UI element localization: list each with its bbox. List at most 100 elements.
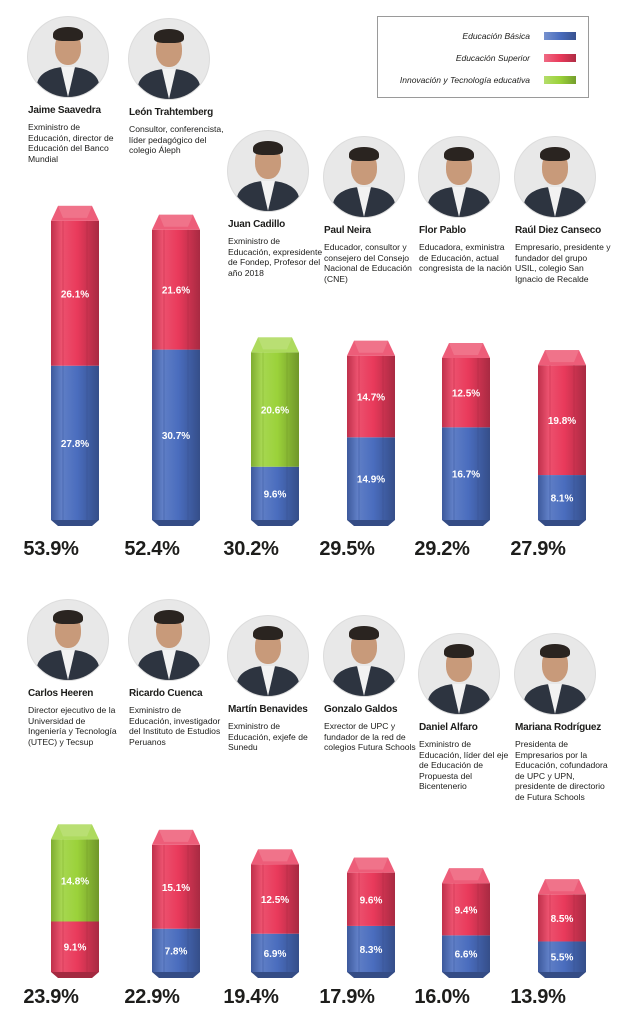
bar-segment-educacion-superior xyxy=(442,357,490,428)
person-name: Paul Neira xyxy=(324,225,371,236)
data-label: 15.1% xyxy=(162,883,190,894)
data-label: 21.6% xyxy=(162,286,190,297)
person-name: Martín Benavides xyxy=(228,704,308,715)
person-description: Exministro de Educación, exjefe de Suned… xyxy=(228,721,308,753)
person-name: Juan Cadillo xyxy=(228,219,286,230)
bar-segment-educacion-superior xyxy=(51,921,99,972)
person-description: Exministro de Educación, líder del eje d… xyxy=(419,739,509,792)
bar-mariana-rodriguez: 5.5% 8.5% xyxy=(538,879,586,978)
bar-segment-educacion-basica xyxy=(538,941,586,972)
person-jaime-saavedra: Jaime Saavedra Exministro de Educación, d… xyxy=(28,17,126,164)
person-name: Flor Pablo xyxy=(419,225,466,236)
avatar xyxy=(228,131,308,211)
legend-item-educacion-basica: Educación Básica xyxy=(378,29,588,43)
avatar xyxy=(28,17,108,97)
bar-gonzalo-galdos: 8.3% 9.6% xyxy=(347,857,395,978)
bar-raul-diez-canseco: 8.1% 19.8% xyxy=(538,350,586,526)
bar-base xyxy=(347,972,395,978)
data-label: 8.5% xyxy=(551,914,574,925)
person-name: Carlos Heeren xyxy=(28,688,94,699)
person-name: Mariana Rodríguez xyxy=(515,722,602,733)
bar-base xyxy=(538,520,586,526)
data-label: 9.6% xyxy=(264,489,287,500)
bar-base xyxy=(442,972,490,978)
data-label: 27.8% xyxy=(61,439,89,450)
bar-leon-trahtemberg: 30.7% 21.6% xyxy=(152,214,200,526)
avatar xyxy=(515,634,595,714)
total-label-gonzalo-galdos: 17.9% xyxy=(319,986,375,1008)
person-description: Exministro de Educación, director de Edu… xyxy=(28,122,114,164)
avatar xyxy=(419,634,499,714)
total-label-flor-pablo: 29.2% xyxy=(414,538,470,560)
data-label: 14.7% xyxy=(357,393,385,404)
legend-label: Educación Superior xyxy=(455,53,530,63)
bar-base xyxy=(251,972,299,978)
bar-base xyxy=(51,972,99,978)
bar-segment-educacion-superior xyxy=(347,872,395,926)
bar-martin-benavides: 6.9% 12.5% xyxy=(251,849,299,978)
bar-base xyxy=(442,520,490,526)
avatar xyxy=(419,137,499,217)
bar-segment-educacion-basica xyxy=(347,437,395,520)
bar-segment-educacion-basica xyxy=(152,928,200,972)
person-description: Exministro de Educación, expresidente de… xyxy=(228,236,323,278)
data-label: 5.5% xyxy=(551,953,574,964)
bar-base xyxy=(152,520,200,526)
bar-base xyxy=(251,520,299,526)
person-description: Consultor, conferencista, líder pedagógi… xyxy=(129,124,224,156)
bar-segment-educacion-superior xyxy=(442,883,490,936)
legend-item-educacion-superior: Educación Superior xyxy=(378,51,588,65)
bar-jaime-saavedra: 27.8% 26.1% xyxy=(51,205,99,526)
avatar xyxy=(28,600,108,680)
bar-base xyxy=(347,520,395,526)
avatar xyxy=(228,616,308,696)
bar-segment-innovacion-y-tecnologia-educativa xyxy=(251,352,299,467)
total-label-mariana-rodriguez: 13.9% xyxy=(510,986,566,1008)
total-label-daniel-alfaro: 16.0% xyxy=(414,986,470,1008)
total-label-jaime-saavedra: 53.9% xyxy=(23,538,79,560)
bar-segment-educacion-superior xyxy=(538,365,586,476)
bar-segment-educacion-basica xyxy=(251,466,299,520)
bar-segment-educacion-superior xyxy=(51,220,99,366)
avatar xyxy=(129,19,209,99)
person-name: Jaime Saavedra xyxy=(28,105,101,116)
data-label: 26.1% xyxy=(61,289,89,300)
bar-segment-educacion-superior xyxy=(152,229,200,350)
data-label: 6.9% xyxy=(264,949,287,960)
avatar xyxy=(515,137,595,217)
legend-item-innovacion-y-tecnologia-educativa: Innovación y Tecnología educativa xyxy=(378,73,588,87)
total-label-leon-trahtemberg: 52.4% xyxy=(124,538,180,560)
bar-segment-educacion-basica xyxy=(347,925,395,972)
bar-segment-educacion-basica xyxy=(152,349,200,520)
data-label: 9.4% xyxy=(455,905,478,916)
bar-segment-educacion-superior xyxy=(152,844,200,929)
person-raul-diez-canseco: Raúl Diez Canseco Empresario, presidente … xyxy=(515,137,613,284)
bar-paul-neira: 14.9% 14.7% xyxy=(347,340,395,526)
total-label-martin-benavides: 19.4% xyxy=(223,986,279,1008)
legend-label: Innovación y Tecnología educativa xyxy=(399,75,530,85)
person-flor-pablo: Flor Pablo Educadora, exministra de Educa… xyxy=(419,137,517,274)
total-label-raul-diez-canseco: 27.9% xyxy=(510,538,566,560)
person-name: Ricardo Cuenca xyxy=(129,688,203,699)
bar-carlos-heeren: 9.1% 14.8% xyxy=(51,824,99,978)
total-label-juan-cadillo: 30.2% xyxy=(223,538,279,560)
bar-segment-educacion-superior xyxy=(251,864,299,934)
person-description: Exministro de Educación, investigador de… xyxy=(129,705,221,747)
person-description: Educador, consultor y consejero del Cons… xyxy=(324,242,412,284)
person-name: León Trahtemberg xyxy=(129,107,214,118)
bar-juan-cadillo: 9.6% 20.6% xyxy=(251,337,299,526)
bar-base xyxy=(538,972,586,978)
person-name: Raúl Diez Canseco xyxy=(515,225,602,236)
bar-segment-educacion-superior xyxy=(347,355,395,438)
total-label-paul-neira: 29.5% xyxy=(319,538,375,560)
data-label: 7.8% xyxy=(165,946,188,957)
data-label: 9.6% xyxy=(360,895,383,906)
avatar xyxy=(129,600,209,680)
bar-segment-innovacion-y-tecnologia-educativa xyxy=(51,839,99,922)
bar-segment-educacion-basica xyxy=(251,933,299,972)
person-description: Educadora, exministra de Educación, actu… xyxy=(419,242,512,274)
avatar xyxy=(324,616,404,696)
data-label: 19.8% xyxy=(548,416,576,427)
data-label: 14.8% xyxy=(61,876,89,887)
